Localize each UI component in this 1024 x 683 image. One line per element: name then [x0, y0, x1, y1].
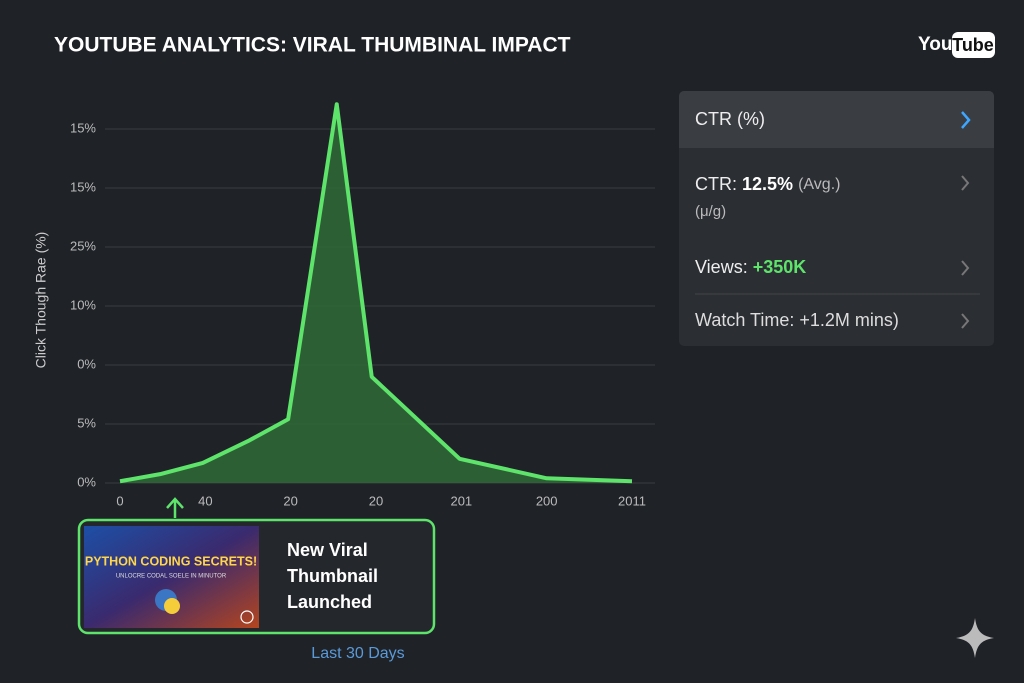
y-tick-label: 15% — [70, 120, 96, 135]
y-tick-label: 15% — [70, 179, 96, 194]
x-tick-label: 20 — [369, 493, 383, 508]
logo-box — [952, 32, 995, 58]
views-label: Views: — [695, 257, 748, 277]
annotation-line: New Viral — [287, 540, 368, 560]
title: YOUTUBE ANALYTICS: VIRAL THUMBINAL IMPAC… — [54, 34, 571, 57]
ctr-value: 12.5% — [742, 174, 793, 194]
annotation-line: Thumbnail — [287, 566, 378, 586]
x-tick-label: 40 — [198, 493, 212, 508]
thumb-title: PYTHON CODING SECRETS! — [85, 554, 257, 568]
y-tick-label: 5% — [77, 415, 96, 430]
y-tick-label: 10% — [70, 297, 96, 312]
y-tick-label: 25% — [70, 238, 96, 253]
play-icon — [240, 610, 254, 624]
panel — [679, 91, 994, 346]
chevron — [961, 175, 970, 191]
chevron — [961, 111, 971, 129]
python-icon — [164, 598, 180, 614]
logo-you: You — [918, 34, 952, 55]
x-tick-label: 0 — [116, 493, 123, 508]
x-tick-label: 201 — [450, 493, 472, 508]
row-label: Views: +350K — [695, 257, 806, 277]
chevron — [961, 260, 970, 276]
ctr-sub: (μ/g) — [695, 203, 726, 220]
y-axis-label: Click Though Rae (%) — [33, 232, 49, 369]
ctr-label: CTR: — [695, 174, 737, 194]
thumb-sub: UNLOCRE CODAL SOELE IN MINUTOR — [116, 574, 227, 580]
y-tick-label: 0% — [77, 474, 96, 489]
views-value: +350K — [753, 257, 807, 277]
row-label: CTR (%) — [695, 109, 765, 129]
x-tick-label: 2011 — [618, 493, 646, 508]
logo-tube: Tube — [952, 35, 994, 55]
line — [119, 102, 633, 484]
x-axis-label: Last 30 Days — [311, 645, 404, 662]
annotation-arrow — [166, 497, 184, 518]
ctr-suffix: (Avg.) — [798, 176, 840, 193]
row-label: Watch Time: +1.2M mins) — [695, 310, 899, 330]
x-tick-label: 200 — [536, 493, 558, 508]
area — [120, 104, 632, 483]
chevron — [961, 313, 970, 329]
sparkle-icon — [956, 618, 994, 658]
panel-selected-row[interactable] — [679, 91, 994, 148]
row-label: CTR: 12.5% (Avg.) — [695, 174, 840, 194]
annotation-line: Launched — [287, 592, 372, 612]
y-tick-label: 0% — [77, 356, 96, 371]
x-tick-label: 20 — [283, 493, 297, 508]
